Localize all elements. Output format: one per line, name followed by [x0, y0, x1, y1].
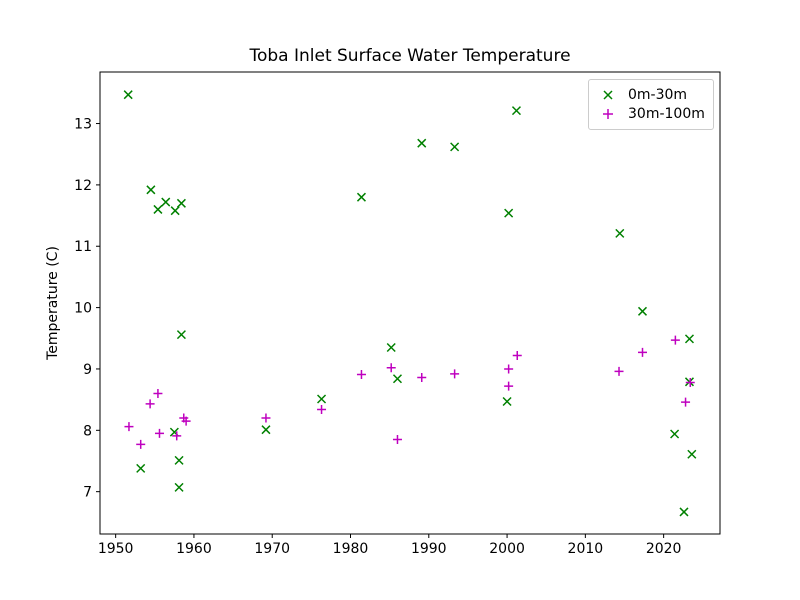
data-point-30m-100m — [392, 435, 402, 445]
data-point-30m-100m — [386, 363, 396, 373]
chart-title: Toba Inlet Surface Water Temperature — [249, 46, 571, 66]
data-point-30m-100m — [614, 366, 624, 376]
x-tick-label: 1970 — [254, 541, 290, 557]
data-point-30m-100m — [172, 431, 182, 441]
legend-entry-30m-100m: 30m-100m — [597, 104, 705, 123]
x-tick-label: 1960 — [176, 541, 212, 557]
plus-marker-icon — [603, 108, 613, 119]
x-tick-label: 1980 — [333, 541, 369, 557]
x-tick-label: 1950 — [98, 541, 134, 557]
legend-label-30m-100m: 30m-100m — [628, 105, 705, 122]
data-point-0m-30m — [504, 208, 514, 218]
axes-layer: 1950 1960 1970 1980 1990 2000 2010 2020 7 8 9 10 11 1… — [74, 71, 721, 557]
x-tick-label: 2020 — [646, 541, 682, 557]
data-point-30m-100m — [638, 347, 647, 357]
data-point-30m-100m — [417, 373, 427, 383]
legend-label-0m-30m: 0m-30m — [628, 86, 688, 103]
data-point-30m-100m — [153, 388, 163, 398]
data-point-30m-100m — [681, 397, 691, 407]
x-tick-label: 2000 — [489, 541, 525, 557]
data-point-0m-30m — [176, 198, 186, 208]
data-point-0m-30m — [174, 455, 184, 465]
data-point-0m-30m — [136, 463, 146, 473]
data-point-0m-30m — [170, 206, 180, 216]
data-point-0m-30m — [687, 449, 697, 459]
y-tick-label: 7 — [83, 485, 92, 501]
x-marker-icon — [603, 89, 613, 100]
data-point-30m-100m — [685, 377, 695, 387]
data-point-0m-30m — [637, 306, 648, 316]
data-point-0m-30m — [450, 142, 460, 152]
data-point-30m-100m — [154, 428, 164, 438]
x-tick-label: 1990 — [411, 541, 447, 557]
legend-entry-0m-30m: 0m-30m — [597, 85, 705, 104]
data-point-30m-100m — [261, 413, 271, 423]
data-point-0m-30m — [511, 106, 521, 116]
data-point-30m-100m — [450, 369, 460, 379]
data-point-0m-30m — [386, 342, 396, 353]
data-point-0m-30m — [502, 396, 512, 407]
data-point-30m-100m — [512, 350, 522, 360]
data-point-0m-30m — [146, 185, 156, 195]
data-point-0m-30m — [670, 429, 680, 439]
plot-frame — [99, 71, 721, 535]
data-point-30m-100m — [504, 381, 514, 391]
legend: 0m-30m 30m-100m — [588, 79, 714, 130]
data-point-30m-100m — [504, 364, 514, 374]
data-point-0m-30m — [317, 394, 327, 404]
y-tick-label: 13 — [74, 117, 92, 133]
data-point-0m-30m — [392, 374, 403, 384]
y-tick-label: 8 — [83, 423, 92, 439]
data-point-0m-30m — [261, 425, 271, 435]
y-tick-label: 9 — [83, 362, 92, 378]
data-point-0m-30m — [679, 507, 689, 517]
data-point-30m-100m — [145, 399, 155, 409]
data-point-30m-100m — [181, 416, 191, 426]
data-point-0m-30m — [417, 138, 427, 148]
data-point-0m-30m — [615, 228, 625, 238]
data-point-0m-30m — [356, 192, 366, 202]
y-tick-label: 10 — [74, 301, 92, 317]
data-point-0m-30m — [123, 90, 133, 100]
data-point-0m-30m — [161, 197, 171, 207]
y-axis-label: Temperature (C) — [45, 246, 61, 361]
data-point-30m-100m — [124, 422, 134, 432]
data-point-30m-100m — [317, 404, 327, 414]
x-tick-label: 2010 — [568, 541, 604, 557]
y-tick-label: 12 — [74, 178, 92, 194]
y-tick-label: 11 — [74, 239, 92, 255]
data-point-0m-30m — [174, 482, 184, 492]
data-point-30m-100m — [670, 335, 680, 345]
data-point-0m-30m — [153, 204, 163, 214]
data-point-0m-30m — [176, 330, 186, 340]
data-point-30m-100m — [136, 439, 146, 449]
data-point-0m-30m — [684, 334, 695, 344]
data-point-30m-100m — [356, 369, 366, 379]
